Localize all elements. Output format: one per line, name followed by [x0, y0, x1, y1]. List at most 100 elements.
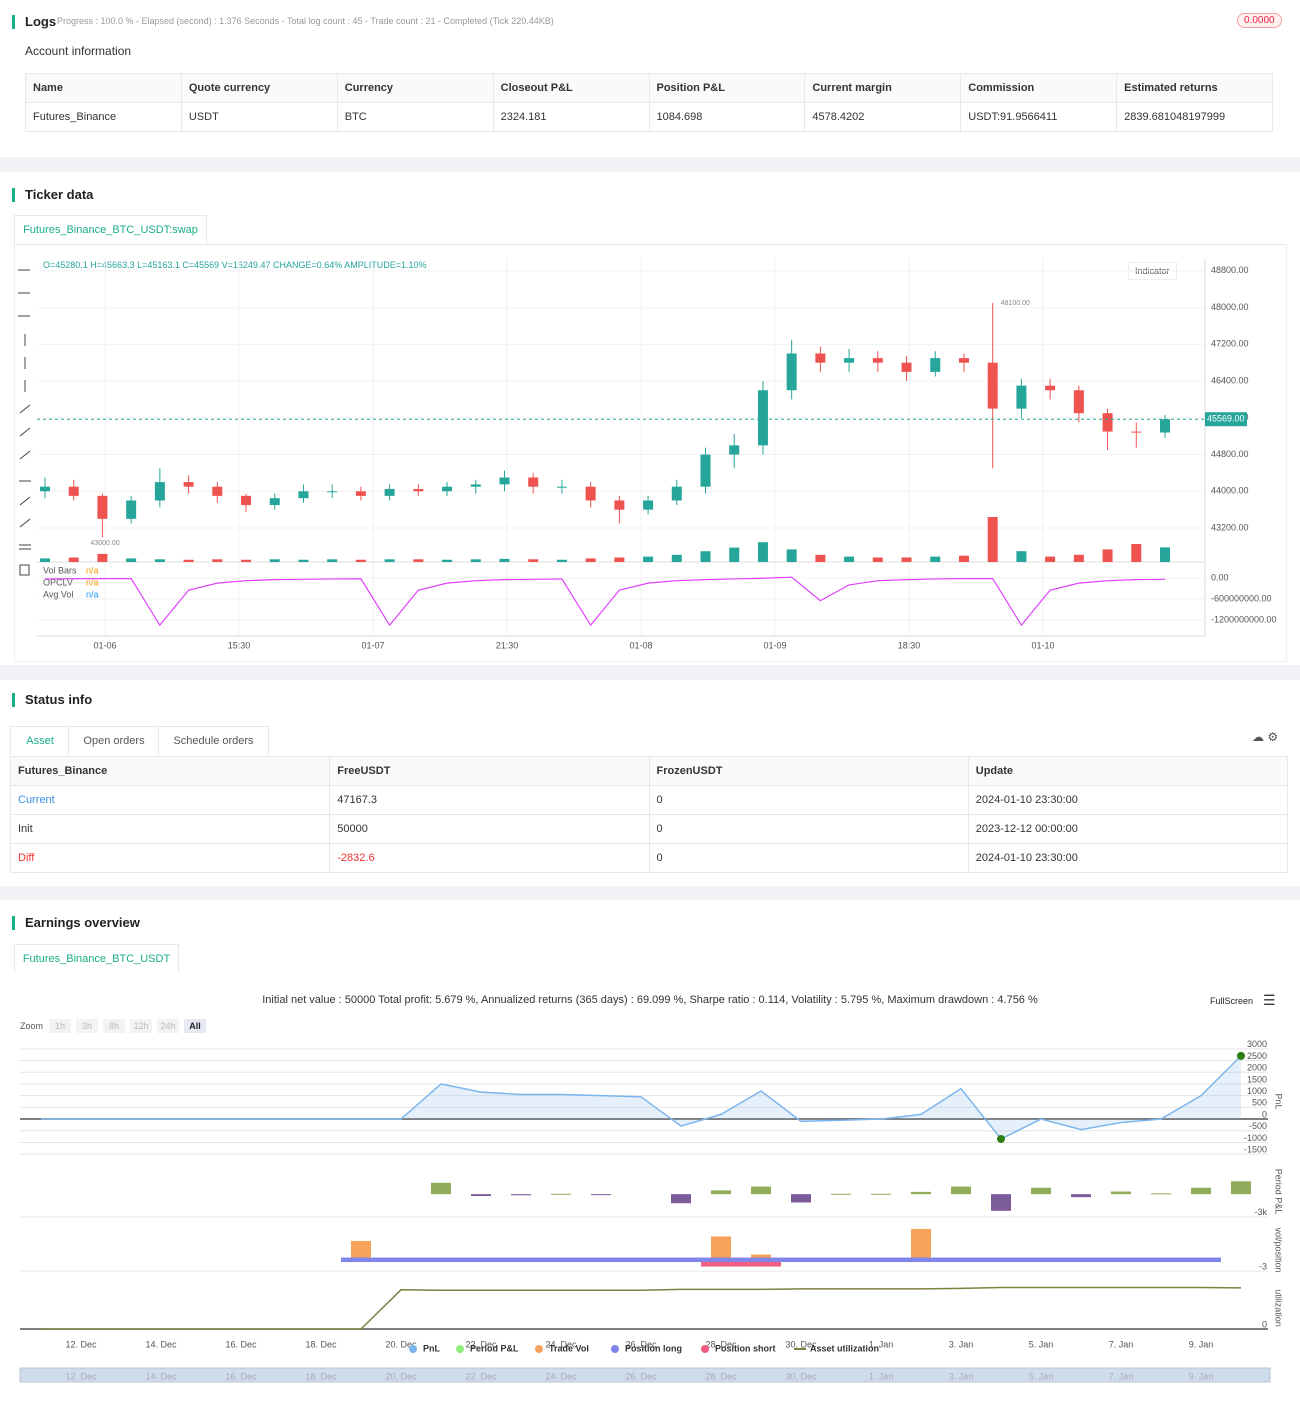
zoom-button[interactable]: 3h [76, 1019, 99, 1033]
bar [1141, 1257, 1181, 1263]
logs-section: Logs Progress : 100.0 % - Elapsed (secon… [0, 0, 1300, 157]
legend-symbol [456, 1345, 464, 1353]
zoom-button[interactable]: 24h [157, 1019, 180, 1033]
navigator-label: 26. Dec [625, 1371, 657, 1381]
tab[interactable]: Open orders [68, 726, 160, 755]
candle-body [1160, 419, 1170, 433]
bar [741, 1262, 781, 1267]
bar [581, 1257, 621, 1263]
bar [951, 1186, 971, 1195]
volume-bar [327, 559, 338, 562]
cell: 2839.681048197999 [1116, 102, 1273, 132]
volume-bar [40, 558, 50, 562]
y-tick-label: 2000 [1247, 1063, 1267, 1073]
bar [1151, 1193, 1171, 1195]
bar [911, 1228, 931, 1263]
candle-body [470, 484, 481, 487]
tab[interactable]: Schedule orders [158, 726, 269, 755]
y-tick-label: -1200000000.00 [1211, 614, 1277, 624]
x-tick-label: 01-06 [93, 640, 116, 650]
bar [781, 1257, 821, 1263]
tab[interactable]: Futures_Binance_BTC_USDT [14, 944, 179, 973]
legend-name: Vol Bars [43, 565, 77, 575]
header-cell: Current margin [804, 73, 962, 103]
bar [821, 1257, 861, 1263]
bar [621, 1257, 661, 1263]
navigator-label: 3. Jan [949, 1371, 974, 1381]
cell: Futures_Binance [25, 102, 182, 132]
volume-bar [1131, 544, 1142, 562]
cell: 0 [648, 814, 969, 844]
bar [981, 1257, 1021, 1263]
volume-bar [68, 557, 79, 562]
cell: 2324.181 [492, 102, 650, 132]
x-tick-label: 5. Jan [1029, 1339, 1054, 1349]
navigator-label: 9. Jan [1189, 1371, 1214, 1381]
zoom-button[interactable]: 12h [130, 1019, 153, 1033]
icons[interactable]: ☁ ⚙ [1252, 730, 1279, 744]
y-tick-label: 44000.00 [1211, 486, 1249, 496]
navigator-label: 22. Dec [465, 1371, 497, 1381]
candle-body [901, 362, 912, 372]
navigator-label: 24. Dec [545, 1371, 577, 1381]
zoom-button[interactable]: 1h [49, 1019, 72, 1033]
y-tick-label: -1500 [1244, 1145, 1267, 1155]
bar [381, 1257, 421, 1263]
header-cell: Quote currency [180, 73, 338, 103]
candle-body [154, 482, 165, 501]
menu[interactable]: ☰ [1263, 992, 1276, 1008]
navigator-label: 20. Dec [385, 1371, 417, 1381]
x-tick-label: 01-07 [361, 640, 384, 650]
bar [711, 1190, 731, 1195]
bar [1231, 1181, 1251, 1195]
y-tick-label: -600000000.00 [1211, 593, 1272, 603]
y-tick-label: 46400.00 [1211, 375, 1249, 385]
header-cell: Commission [960, 73, 1118, 103]
high-marker: 48100.00 [1001, 300, 1030, 307]
candle-body [786, 353, 797, 391]
y-tick-label: -3 [1259, 1261, 1267, 1271]
volume-bar [643, 556, 654, 562]
y-tick-label: 3000 [1247, 1039, 1267, 1049]
candle-body [671, 486, 682, 501]
legend-symbol [701, 1345, 709, 1353]
x-tick-label: 1. Jan [869, 1339, 894, 1349]
candle-body [930, 358, 941, 372]
tab[interactable]: Futures_Binance_BTC_USDT:swap [14, 215, 207, 244]
zoom-button[interactable]: All [184, 1019, 207, 1033]
y-tick-label: 500 [1252, 1098, 1267, 1108]
row: Futures_Binance USDT BTC 2324.181 1084.698 45… [25, 102, 1273, 132]
candle-body [585, 486, 596, 501]
volume-bar [757, 542, 768, 562]
low-marker: 43000.00 [90, 540, 119, 547]
bar [461, 1257, 501, 1263]
y-tick-label: 44800.00 [1211, 449, 1249, 459]
zoom: Zoom 1h 3h 8h 12h 24h All [20, 1019, 211, 1033]
header-cell: Update [967, 756, 1289, 786]
x-tick-label: 18. Dec [305, 1339, 337, 1349]
bar [551, 1193, 571, 1195]
section-title: Logs [12, 15, 56, 29]
y-tick-label: 48800.00 [1211, 265, 1249, 275]
navigator-label: 5. Jan [1029, 1371, 1054, 1381]
zoom-button[interactable]: 8h [103, 1019, 126, 1033]
extreme-point [1237, 1051, 1245, 1060]
bar [501, 1257, 541, 1263]
candle-body [183, 482, 194, 487]
volume-bar [269, 559, 280, 562]
navigator-label: 7. Jan [1109, 1371, 1134, 1381]
subtitle: Account information [25, 44, 132, 58]
volume-bar [1102, 549, 1113, 562]
x-tick-label: 30. Dec [785, 1339, 817, 1349]
line [41, 1055, 1242, 1140]
x-tick-label: 01-09 [763, 640, 786, 650]
row: Current 47167.3 0 2024-01-10 23:30:00 [9, 785, 1289, 815]
bar [1101, 1257, 1141, 1263]
extreme-point [997, 1134, 1005, 1143]
tab[interactable]: Asset [10, 726, 70, 755]
candle-body [499, 477, 510, 485]
section-title: Status info [12, 693, 92, 707]
fullscreen[interactable]: FullScreen [1210, 996, 1254, 1006]
navigator[interactable] [19, 1367, 1271, 1383]
row: Init 50000 0 2023-12-12 00:00:00 [9, 814, 1289, 844]
